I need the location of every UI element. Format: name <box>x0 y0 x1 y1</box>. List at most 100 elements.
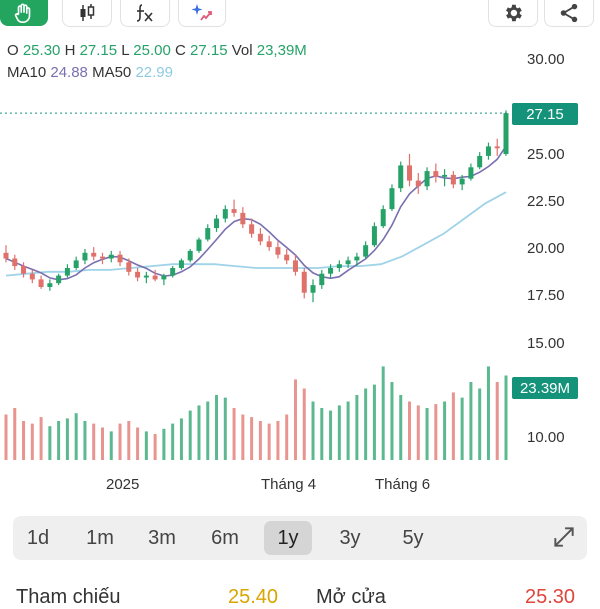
candle-body <box>310 285 316 293</box>
y-tick: 25.00 <box>527 146 565 163</box>
volume-bar <box>504 375 508 460</box>
volume-bar <box>381 366 385 460</box>
ai-analysis-button[interactable] <box>178 0 226 27</box>
candle-body <box>108 254 114 259</box>
volume-bar <box>302 388 306 460</box>
reference-value: 25.40 <box>228 586 279 608</box>
candle-body <box>415 180 421 187</box>
volume-bar <box>478 388 482 460</box>
volume-bar <box>57 421 61 460</box>
ma50-line <box>5 191 507 277</box>
candle-body <box>3 252 9 259</box>
low-label: L <box>121 42 130 59</box>
x-tick: 2025 <box>106 476 140 493</box>
candle-body <box>12 258 18 267</box>
candle-body <box>442 174 448 177</box>
volume-bar <box>267 423 271 460</box>
period-selector: 1d 1m 3m 6m 1y 3y 5y <box>13 516 587 560</box>
candle-body <box>433 171 439 177</box>
chart-type-button[interactable] <box>62 0 112 27</box>
candle-body <box>126 262 132 272</box>
indicators-button[interactable] <box>120 0 170 27</box>
settings-button[interactable] <box>488 0 538 27</box>
price-chart[interactable] <box>0 40 510 465</box>
volume-bar <box>223 397 227 460</box>
hand-tool-button[interactable] <box>0 0 48 26</box>
volume-bar <box>425 408 429 460</box>
candle-body <box>266 241 272 248</box>
period-3y[interactable]: 3y <box>339 527 361 549</box>
open-value: 25.30 <box>22 42 61 59</box>
candle-body <box>363 245 369 257</box>
candle-body <box>82 252 88 261</box>
volume-bar <box>399 395 403 460</box>
volume-bar <box>329 410 333 460</box>
candle-body <box>494 146 500 149</box>
share-button[interactable] <box>544 0 594 27</box>
volume-bar <box>311 401 315 460</box>
candle-body <box>257 233 263 242</box>
open-price-label: Mở cửa <box>316 586 386 608</box>
candle-body <box>187 250 193 261</box>
volume-bar <box>118 423 122 460</box>
volume-bar <box>434 404 438 460</box>
volume-bar <box>22 421 26 460</box>
volume-bar <box>320 408 324 460</box>
ma10-line <box>5 145 507 281</box>
volume-bar <box>293 379 297 460</box>
volume-bar <box>241 414 245 460</box>
candle-body <box>328 268 334 274</box>
volume-bar <box>364 388 368 460</box>
volume-bar <box>416 405 420 460</box>
volume-bar <box>215 395 219 460</box>
candle-body <box>485 146 491 156</box>
candle-body <box>398 165 404 189</box>
period-1d[interactable]: 1d <box>26 527 50 549</box>
x-tick: Tháng 4 <box>261 476 317 493</box>
last-price-tag: 27.15 <box>512 103 578 125</box>
volume-bar <box>144 431 148 460</box>
volume-bar <box>162 428 166 460</box>
volume-bar <box>48 426 52 460</box>
candle-body <box>468 167 474 179</box>
candle-body <box>91 252 97 257</box>
volume-bar <box>100 427 104 460</box>
candle-body <box>99 256 105 259</box>
period-5y[interactable]: 5y <box>402 527 424 549</box>
period-1m[interactable]: 1m <box>86 527 114 549</box>
y-tick: 17.50 <box>527 287 565 304</box>
volume-bar <box>179 418 183 460</box>
candle-body <box>240 212 246 225</box>
volume-bar <box>250 417 254 460</box>
high-value: 27.15 <box>79 42 118 59</box>
candle-body <box>152 275 158 280</box>
candle-body <box>249 224 255 234</box>
reference-label: Tham chiếu <box>16 586 121 608</box>
volume-bar <box>390 382 394 460</box>
volume-bar <box>136 427 140 460</box>
candle-body <box>56 275 62 284</box>
candle-body <box>336 264 342 268</box>
period-3m[interactable]: 3m <box>148 527 176 549</box>
close-value: 27.15 <box>190 42 228 59</box>
volume-bar <box>337 405 341 460</box>
y-tick: 22.50 <box>527 193 565 210</box>
expand-diagonal-icon[interactable] <box>551 524 577 550</box>
period-1y[interactable]: 1y <box>264 521 312 555</box>
candle-body <box>73 260 79 268</box>
volume-bar <box>39 417 43 460</box>
candle-body <box>38 279 44 287</box>
volume-bar <box>276 421 280 460</box>
volume-value: 23,39M <box>256 42 307 59</box>
candle-body <box>21 266 27 274</box>
candle-body <box>178 260 184 268</box>
ma10-label: MA10 <box>7 64 47 81</box>
period-6m[interactable]: 6m <box>211 527 239 549</box>
candle-body <box>389 188 395 210</box>
low-value: 25.00 <box>133 42 171 59</box>
open-label: O <box>7 42 19 59</box>
ma50-value: 22.99 <box>135 64 173 81</box>
volume-bar <box>408 401 412 460</box>
volume-bar <box>65 418 69 460</box>
volume-bar <box>171 423 175 460</box>
